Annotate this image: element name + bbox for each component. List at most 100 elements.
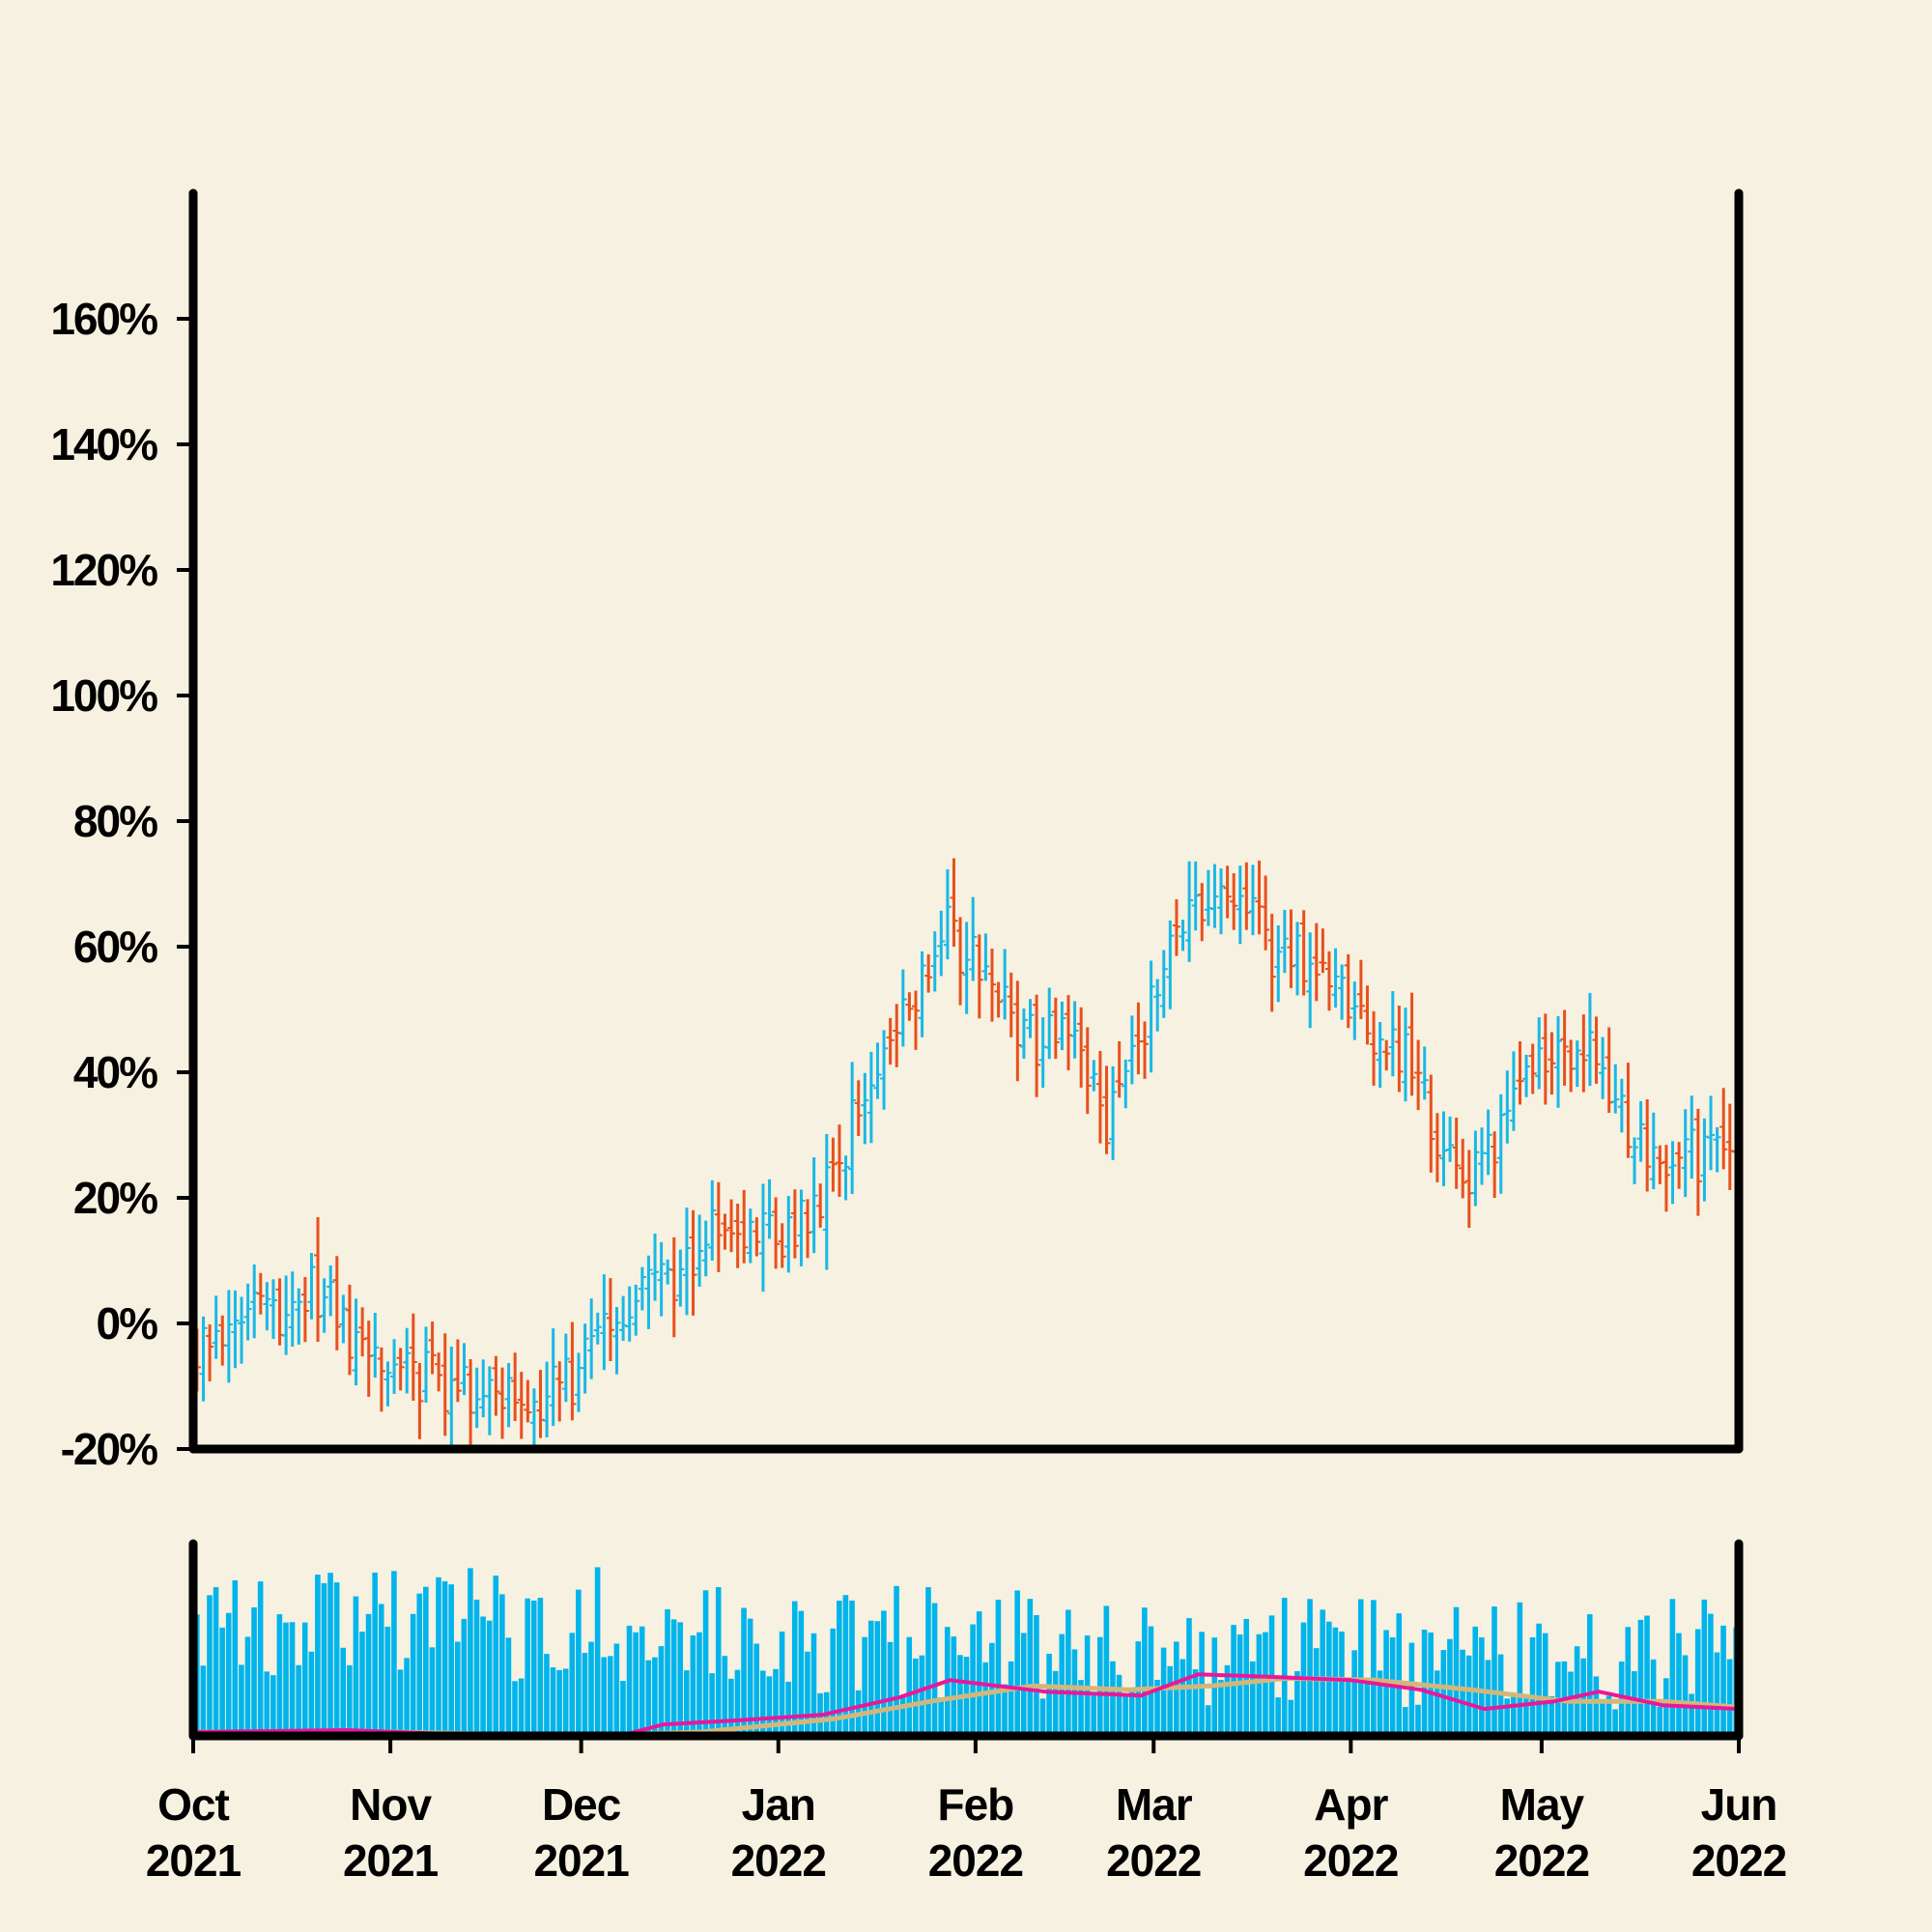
volume-bar — [556, 1669, 562, 1736]
ohlc-bar — [1649, 1112, 1658, 1190]
ohlc-bar — [975, 934, 983, 1019]
volume-bar — [1536, 1623, 1542, 1736]
ohlc-bar — [1382, 1039, 1391, 1071]
ohlc-bar — [1033, 994, 1041, 1097]
volume-bar — [219, 1627, 225, 1736]
volume-bar — [1682, 1655, 1689, 1736]
ohlc-bar — [1223, 866, 1232, 919]
volume-bar — [397, 1669, 404, 1736]
y-tick-label: 140% — [50, 419, 157, 469]
volume-bar — [1720, 1625, 1726, 1736]
ohlc-bar — [421, 1326, 430, 1403]
volume-bar — [480, 1616, 486, 1736]
volume-bar — [830, 1628, 837, 1736]
volume-bar — [1485, 1660, 1492, 1736]
volume-bar — [1014, 1590, 1020, 1736]
volume-bar — [1078, 1680, 1084, 1736]
volume-bar — [365, 1613, 372, 1736]
x-tick-label-year: 2022 — [1494, 1835, 1589, 1886]
ohlc-bar — [1312, 923, 1321, 1002]
ohlc-bar — [384, 1361, 392, 1406]
ohlc-bar — [396, 1348, 405, 1391]
volume-bar — [1453, 1606, 1460, 1736]
volume-bar — [1625, 1627, 1632, 1736]
ohlc-bar — [1338, 964, 1347, 1020]
volume-bar — [1523, 1694, 1529, 1736]
ohlc-bar — [682, 1208, 691, 1316]
ohlc-bar — [536, 1370, 545, 1438]
volume-bar — [1281, 1598, 1288, 1736]
ohlc-bar — [504, 1363, 513, 1428]
volume-bar — [200, 1665, 207, 1736]
volume-bar — [315, 1575, 321, 1736]
ohlc-bar — [651, 1234, 660, 1301]
volume-bar — [1657, 1706, 1662, 1736]
ohlc-bar — [1452, 1117, 1461, 1189]
volume-bar — [576, 1589, 582, 1736]
ohlc-bar — [1509, 1051, 1518, 1131]
ohlc-bar — [1401, 1008, 1409, 1102]
axis-layer: -20%0%20%40%60%80%100%120%140%160%Oct202… — [50, 188, 1787, 1886]
ohlc-bar — [1115, 1041, 1123, 1098]
volume-bar — [588, 1641, 594, 1736]
volume-bar — [1065, 1609, 1071, 1736]
ohlc-bar — [969, 896, 978, 981]
volume-bar — [1218, 1680, 1224, 1736]
ohlc-bar — [269, 1279, 277, 1340]
ohlc-bar — [1191, 861, 1200, 931]
volume-bar — [1472, 1626, 1479, 1736]
ohlc-bar — [1090, 1060, 1098, 1092]
x-tick-label-year: 2022 — [1106, 1835, 1201, 1886]
volume-bar — [989, 1642, 995, 1736]
volume-bar — [1460, 1649, 1465, 1736]
ohlc-bar — [1179, 920, 1187, 952]
volume-bar — [1612, 1709, 1618, 1736]
volume-bar — [530, 1600, 537, 1736]
volume-bar — [645, 1660, 652, 1736]
volume-bar — [276, 1614, 283, 1736]
ohlc-bar — [224, 1290, 233, 1383]
volume-bar — [423, 1586, 429, 1736]
ohlc-bar — [435, 1352, 443, 1392]
ohlc-bar — [765, 1179, 774, 1239]
volume-bar — [1008, 1661, 1014, 1736]
volume-bar — [874, 1621, 881, 1736]
volume-bar — [391, 1571, 397, 1736]
volume-bar — [505, 1637, 512, 1736]
volume-bar — [473, 1599, 480, 1736]
ohlc-bar — [1185, 861, 1194, 962]
volume-bar — [1593, 1676, 1600, 1736]
ohlc-bar — [625, 1286, 634, 1342]
y-tick-label: 60% — [73, 922, 157, 972]
ohlc-bar — [1083, 1027, 1092, 1115]
volume-bar — [359, 1632, 365, 1736]
volume-bar — [353, 1596, 359, 1736]
ohlc-bar — [1217, 868, 1226, 935]
ohlc-bar — [1624, 1063, 1633, 1158]
volume-bar — [633, 1632, 639, 1736]
ohlc-bar — [1446, 1116, 1455, 1162]
volume-bar — [582, 1653, 588, 1736]
ohlc-bar — [886, 1017, 895, 1065]
ohlc-bar — [549, 1328, 557, 1427]
ohlc-bar — [479, 1359, 488, 1418]
volume-bar — [1377, 1670, 1383, 1736]
ohlc-bar — [1477, 1127, 1486, 1185]
volume-bar — [951, 1636, 957, 1736]
ohlc-bar — [1248, 865, 1257, 936]
volume-bar — [862, 1636, 867, 1736]
ohlc-bar — [1306, 932, 1315, 1029]
ohlc-bar — [1496, 1094, 1505, 1194]
volume-bar — [652, 1657, 658, 1736]
x-tick-label-month: Jun — [1701, 1779, 1777, 1830]
ohlc-bar — [873, 1042, 882, 1099]
volume-bar — [696, 1632, 702, 1736]
ohlc-bar — [918, 951, 926, 1037]
ohlc-bar — [581, 1323, 589, 1394]
volume-bar — [1542, 1633, 1548, 1736]
ohlc-bar — [1535, 1017, 1544, 1090]
volume-bar — [1650, 1659, 1657, 1736]
volume-bar — [1275, 1697, 1281, 1736]
ohlc-bar — [1070, 1001, 1079, 1059]
ohlc-bar — [1280, 909, 1289, 974]
